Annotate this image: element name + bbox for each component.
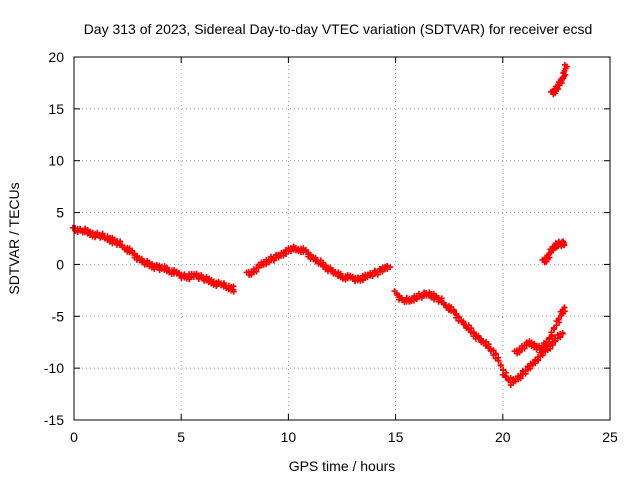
- series-lower-upper-branch: [511, 304, 568, 357]
- data-point: [495, 357, 502, 364]
- x-tick-label: 5: [177, 429, 185, 445]
- y-tick-label: 20: [48, 49, 64, 65]
- y-axis-title: SDTVAR / TECUs: [6, 182, 22, 294]
- x-tick-label: 25: [602, 429, 618, 445]
- series-mid-track: [243, 243, 394, 285]
- data-point: [517, 374, 524, 381]
- data-series: [69, 61, 570, 389]
- y-tick-label: 0: [56, 256, 64, 272]
- grid: [74, 57, 610, 420]
- data-point: [467, 328, 474, 335]
- data-point: [559, 330, 566, 337]
- y-tick-label: 5: [56, 205, 64, 221]
- axis-ticks: 0 5 10 15 20 25 -15 -10 -5 0 5 10 15 20: [44, 49, 618, 445]
- data-point: [563, 63, 570, 70]
- y-tick-label: -15: [44, 412, 64, 428]
- data-point: [561, 304, 568, 311]
- data-point: [551, 326, 558, 333]
- data-point: [560, 241, 567, 248]
- x-tick-label: 10: [281, 429, 297, 445]
- series-lower-track: [391, 288, 566, 389]
- data-point: [560, 69, 567, 76]
- y-tick-label: -5: [52, 308, 65, 324]
- x-tick-label: 15: [388, 429, 404, 445]
- y-tick-label: 10: [48, 153, 64, 169]
- data-point: [552, 338, 559, 345]
- series-rising-branch: [539, 238, 568, 266]
- series-main-track: [69, 224, 237, 295]
- data-point: [387, 264, 394, 271]
- x-axis-title: GPS time / hours: [289, 458, 396, 474]
- plot-frame: [73, 56, 611, 421]
- data-point: [460, 318, 467, 325]
- data-point: [555, 316, 562, 323]
- chart-title: Day 313 of 2023, Sidereal Day-to-day VTE…: [84, 21, 593, 37]
- data-point: [312, 254, 319, 261]
- x-tick-label: 20: [495, 429, 511, 445]
- y-tick-label: -10: [44, 360, 64, 376]
- data-point: [138, 255, 145, 262]
- data-point: [384, 263, 391, 270]
- data-point: [560, 75, 567, 82]
- series-top-branch: [548, 61, 570, 98]
- data-point: [534, 356, 541, 363]
- y-tick-label: 15: [48, 101, 64, 117]
- x-tick-label: 0: [70, 429, 78, 445]
- data-point: [497, 362, 504, 369]
- data-point: [500, 366, 507, 373]
- data-point: [502, 372, 509, 379]
- data-point: [230, 288, 237, 295]
